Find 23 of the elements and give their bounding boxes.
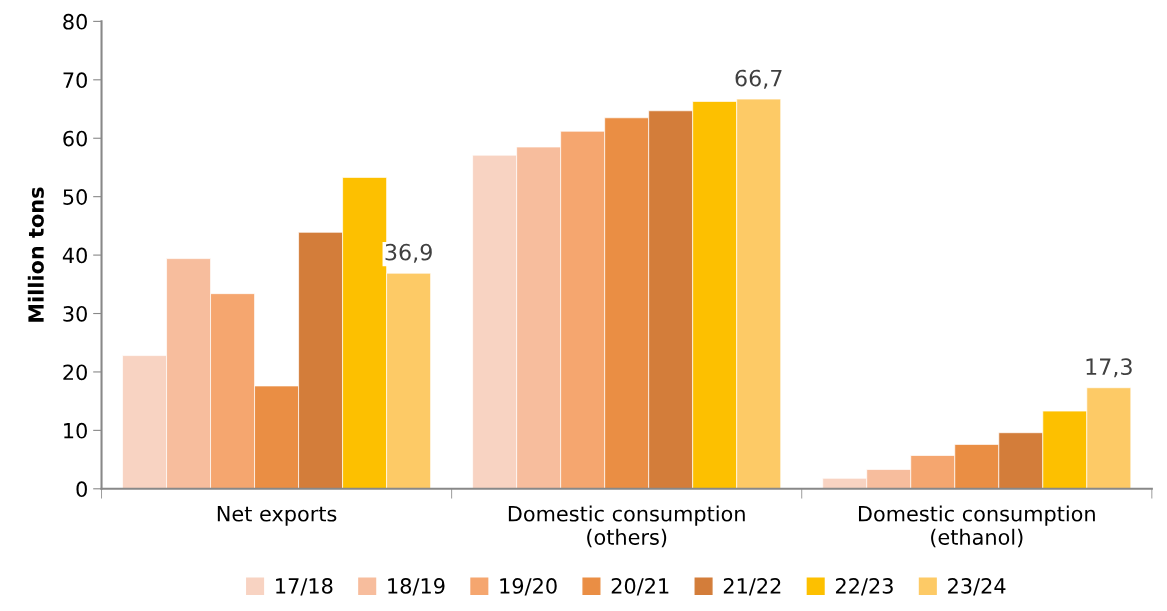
legend-label: 19/20 (500, 578, 557, 596)
legend-label: 20/21 (611, 578, 669, 596)
y-tick-label: 80 (63, 13, 87, 30)
y-tick-label: 40 (62, 247, 87, 264)
y-tick-label: 70 (63, 72, 87, 89)
legend-label: 21/22 (723, 578, 781, 596)
legend-label: 17/18 (276, 578, 333, 596)
y-tick-label: 20 (63, 364, 87, 381)
legend-label: 18/19 (388, 578, 445, 596)
y-tick-label: 30 (63, 305, 87, 322)
data-label: 66,7 (735, 69, 782, 89)
x-tick-label: Domestic consumption (ethanol) (858, 505, 1095, 548)
legend-label: 23/24 (948, 578, 1006, 596)
y-axis-title: Million tons (27, 187, 44, 322)
y-tick-label: 0 (76, 481, 87, 498)
data-label: 36,9 (385, 243, 432, 263)
y-tick-label: 50 (63, 189, 87, 205)
y-tick-label: 10 (64, 422, 87, 439)
data-label: 17,3 (1086, 358, 1132, 378)
y-tick-label: 60 (63, 130, 87, 147)
x-tick-label: Net exports (217, 506, 337, 526)
legend-label: 22/23 (835, 578, 893, 596)
x-tick-label: Domestic consumption (others) (508, 505, 745, 548)
